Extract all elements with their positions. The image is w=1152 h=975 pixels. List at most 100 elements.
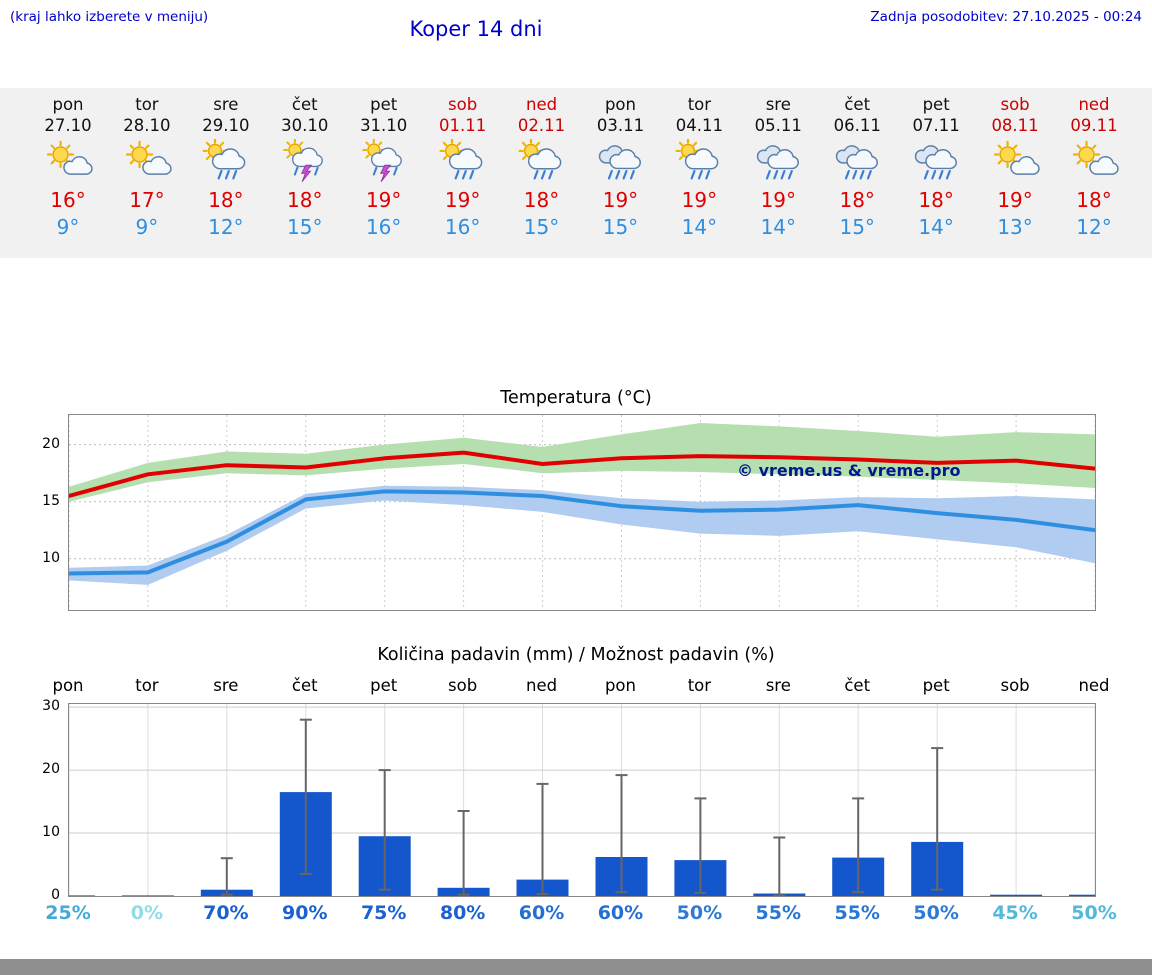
precip-day-label-3: čet — [291, 676, 318, 695]
precipitation-chart-title: Količina padavin (mm) / Možnost padavin … — [377, 645, 775, 665]
precipitation-chart — [68, 703, 1096, 897]
precip-probability-3: 90% — [282, 902, 328, 924]
day-max-temp: 19° — [760, 188, 797, 212]
precip-day-label-7: pon — [604, 676, 636, 695]
sun-cloud-rain-icon — [659, 136, 739, 186]
forecast-day-4: pet 31.10 19° 16° — [344, 94, 424, 241]
sun-cloud-thunder-icon — [344, 136, 424, 186]
day-max-temp: 18° — [208, 188, 244, 212]
day-date: 08.11 — [991, 116, 1039, 135]
precip-day-label-4: pet — [370, 676, 398, 695]
forecast-day-7: pon 03.11 19° 15° — [580, 94, 660, 241]
day-min-temp: 15° — [602, 215, 639, 239]
day-max-temp: 17° — [129, 188, 165, 212]
day-max-temp: 18° — [1076, 188, 1112, 212]
sun-cloud-icon — [28, 136, 108, 186]
forecast-day-12: sob 08.11 19° 13° — [975, 94, 1055, 241]
precip-day-label-2: sre — [213, 676, 239, 695]
bottom-bar — [0, 959, 1152, 975]
day-max-temp: 19° — [365, 188, 402, 212]
day-date: 31.10 — [360, 116, 408, 135]
day-date: 07.11 — [912, 116, 960, 135]
forecast-day-5: sob 01.11 19° 16° — [423, 94, 503, 241]
day-min-temp: 14° — [918, 215, 954, 239]
day-min-temp: 12° — [1076, 215, 1112, 239]
precip-probability-6: 60% — [518, 902, 565, 924]
day-name: tor — [687, 95, 712, 114]
precip-probability-5: 80% — [439, 902, 486, 924]
day-name: čet — [844, 95, 871, 114]
temperature-chart: © vreme.us & vreme.pro — [68, 414, 1096, 611]
forecast-day-2: sre 29.10 18° 12° — [186, 94, 266, 241]
precip-day-label-8: tor — [687, 676, 712, 695]
sun-cloud-rain-icon — [186, 136, 266, 186]
day-date: 30.10 — [281, 116, 329, 135]
day-date: 04.11 — [675, 116, 723, 135]
day-date: 01.11 — [438, 116, 487, 135]
day-max-temp: 19° — [681, 188, 718, 212]
precip-day-label-12: sob — [1000, 676, 1030, 695]
day-min-temp: 12° — [208, 215, 244, 239]
day-name: pet — [922, 95, 950, 114]
cloud-rain-icon — [580, 136, 660, 186]
day-date: 27.10 — [44, 116, 92, 135]
precip-day-label-13: ned — [1078, 676, 1110, 695]
day-name: sre — [213, 95, 239, 114]
day-date: 06.11 — [833, 116, 881, 135]
day-date: 02.11 — [517, 116, 566, 135]
precip-day-label-5: sob — [448, 676, 478, 695]
forecast-day-0: pon 27.10 16° 9° — [28, 94, 108, 241]
precip-probability-8: 50% — [676, 902, 723, 924]
location-hint: (kraj lahko izberete v meniju) — [10, 9, 209, 25]
precip-probability-4: 75% — [360, 902, 407, 924]
precip-probability-11: 50% — [913, 902, 959, 924]
forecast-strip: pon 27.10 16° 9° tor 28.10 17° 9° sre 29.10 18° 12°… — [0, 88, 1152, 258]
day-date: 29.10 — [202, 116, 250, 135]
forecast-day-1: tor 28.10 17° 9° — [107, 94, 187, 241]
precipitation-chart-canvas — [69, 704, 1095, 896]
precip-day-label-1: tor — [135, 676, 159, 695]
cloud-rain-icon — [738, 136, 818, 186]
precip-probability-12: 45% — [992, 902, 1038, 924]
day-min-temp: 13° — [997, 215, 1033, 239]
last-updated: Zadnja posodobitev: 27.10.2025 - 00:24 — [870, 9, 1142, 25]
precip-axis-tick: 20 — [42, 761, 60, 778]
sun-cloud-icon — [975, 136, 1055, 186]
precip-probability-0: 25% — [45, 902, 91, 924]
precip-axis-tick: 10 — [42, 824, 60, 841]
sun-cloud-thunder-icon — [265, 136, 345, 186]
day-min-temp: 15° — [523, 215, 560, 239]
day-max-temp: 19° — [602, 188, 639, 212]
day-min-temp: 14° — [681, 215, 718, 239]
precip-day-label-9: sre — [765, 676, 791, 695]
sun-cloud-icon — [107, 136, 187, 186]
precip-axis-tick: 30 — [42, 698, 60, 715]
day-name: pon — [604, 95, 636, 114]
day-min-temp: 16° — [444, 215, 481, 239]
precip-probability-1: 0% — [130, 902, 164, 924]
sun-cloud-rain-icon — [423, 136, 503, 186]
day-max-temp: 18° — [287, 188, 323, 212]
day-max-temp: 18° — [918, 188, 954, 212]
day-date: 05.11 — [754, 116, 802, 135]
day-max-temp: 19° — [997, 188, 1033, 212]
day-name: sre — [765, 95, 791, 114]
temp-axis-tick: 10 — [42, 549, 60, 566]
day-min-temp: 15° — [287, 215, 323, 239]
day-min-temp: 9° — [56, 215, 80, 239]
precip-day-label-6: ned — [525, 676, 558, 695]
day-min-temp: 15° — [839, 215, 875, 239]
temp-axis-tick: 15 — [42, 492, 60, 509]
forecast-day-13: ned 09.11 18° 12° — [1054, 94, 1134, 241]
temperature-chart-title: Temperatura (°C) — [500, 388, 652, 408]
day-max-temp: 19° — [444, 188, 481, 212]
forecast-day-9: sre 05.11 19° 14° — [738, 94, 818, 241]
day-date: 03.11 — [596, 116, 645, 135]
day-min-temp: 16° — [365, 215, 402, 239]
day-max-temp: 18° — [839, 188, 875, 212]
cloud-rain-icon — [896, 136, 976, 186]
forecast-day-8: tor 04.11 19° 14° — [659, 94, 739, 241]
day-name: ned — [525, 95, 558, 114]
page-title: Koper 14 dni — [409, 17, 543, 41]
watermark: © vreme.us & vreme.pro — [737, 461, 961, 480]
